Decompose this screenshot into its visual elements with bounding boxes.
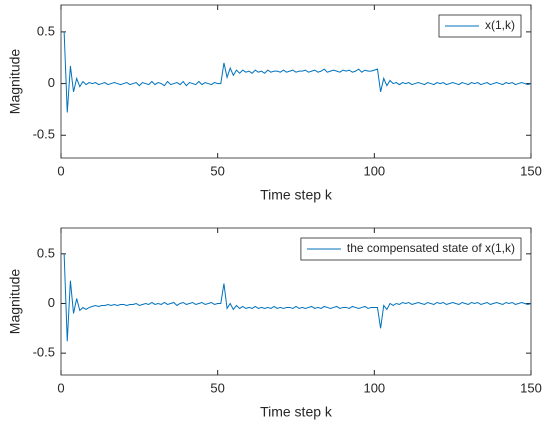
- y-tick-label: -0.5: [33, 345, 55, 360]
- y-axis-label: Magnitude: [7, 269, 23, 335]
- legend-box: [438, 14, 522, 38]
- x-tick-label: 100: [363, 380, 385, 395]
- y-tick-label: 0.5: [37, 245, 55, 260]
- x-tick-label: 50: [210, 380, 224, 395]
- legend: the compensated state of x(1,k): [300, 237, 522, 261]
- x-tick-label: 0: [57, 163, 64, 178]
- data-line: [63, 253, 532, 342]
- x-axis-label: Time step k: [260, 187, 333, 203]
- x-tick-label: 150: [520, 380, 542, 395]
- x-tick-label: 100: [363, 163, 385, 178]
- y-tick-label: 0: [48, 295, 55, 310]
- axes-box: [60, 227, 532, 376]
- x-tick-label: 50: [210, 163, 224, 178]
- legend: x(1,k): [438, 14, 522, 38]
- y-tick-label: -0.5: [33, 127, 55, 142]
- x-tick-label: 150: [520, 163, 542, 178]
- y-axis-label: Magnitude: [7, 49, 23, 115]
- x-axis-label: Time step k: [260, 404, 333, 420]
- legend-box: [300, 237, 522, 261]
- y-tick-label: 0: [48, 75, 55, 90]
- axes-box: [60, 4, 532, 159]
- data-line: [63, 31, 532, 113]
- y-tick-label: 0.5: [37, 23, 55, 38]
- legend-label: x(1,k): [485, 18, 515, 32]
- legend-label: the compensated state of x(1,k): [347, 241, 515, 255]
- x-tick-label: 0: [57, 380, 64, 395]
